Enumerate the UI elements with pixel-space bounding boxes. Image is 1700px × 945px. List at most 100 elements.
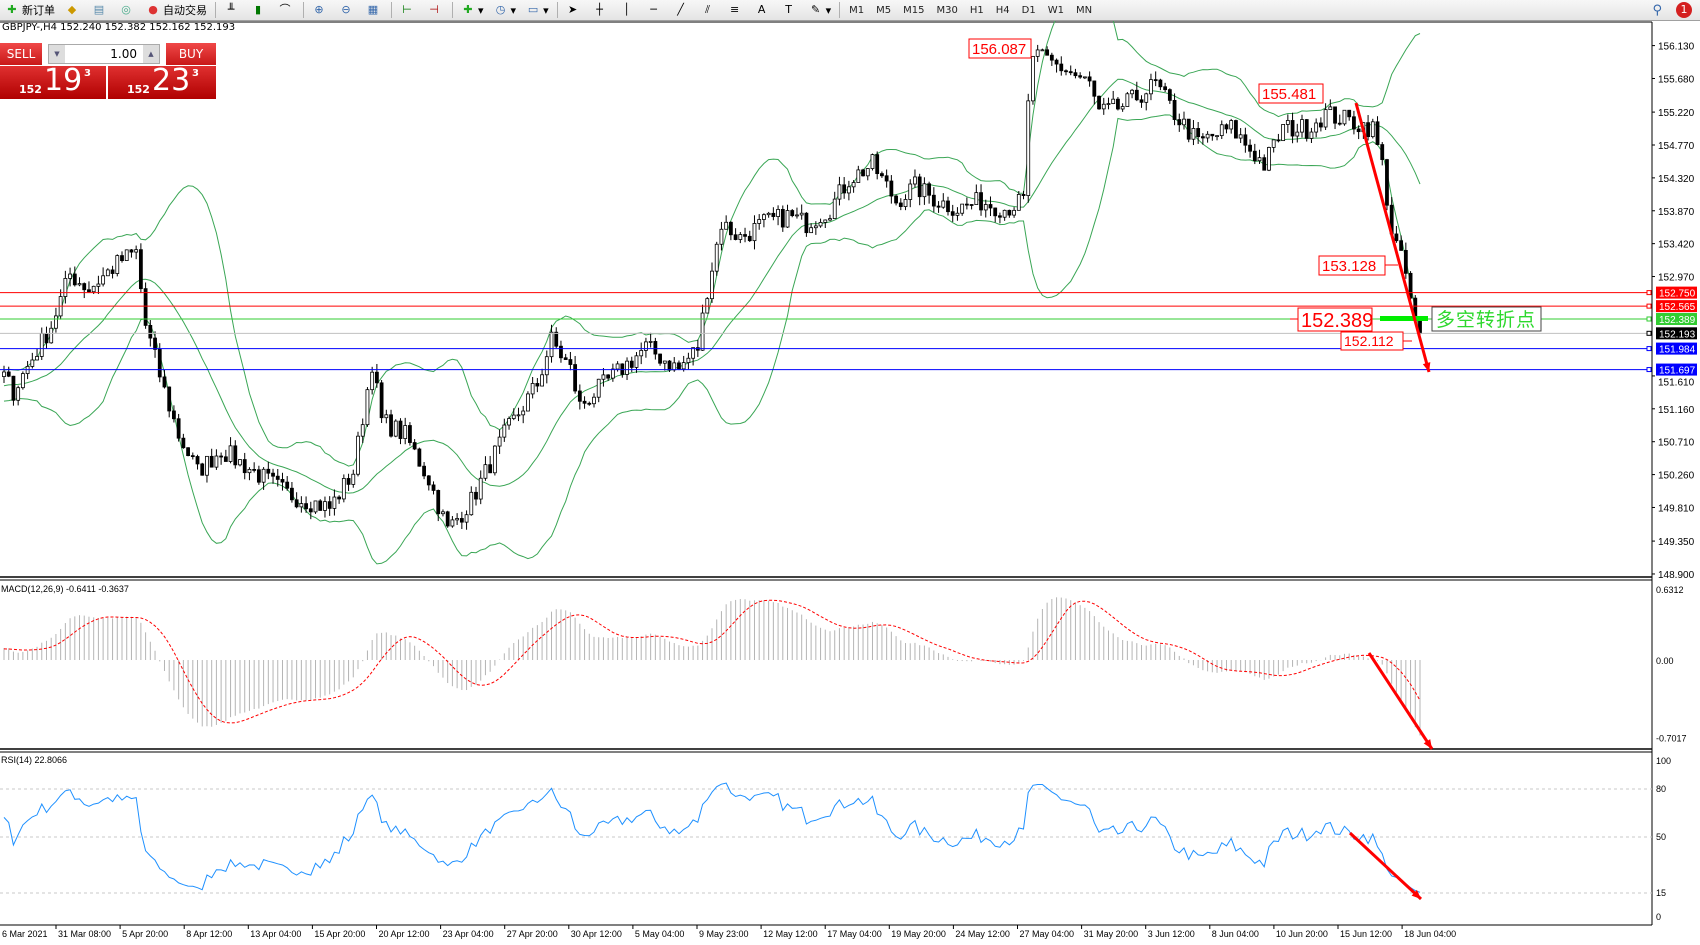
candle [157, 343, 162, 383]
candle-body [1219, 124, 1224, 137]
market-watch-button[interactable]: ◆ [60, 1, 87, 19]
candle-body [1262, 157, 1267, 171]
zoom-in-button[interactable]: ⊕ [307, 1, 334, 19]
candle-body [1191, 128, 1196, 140]
candle [1172, 93, 1177, 126]
zoom-out-button[interactable]: ⊖ [334, 1, 361, 19]
signals-button[interactable]: ◎ [114, 1, 141, 19]
vertical-line-button[interactable]: │ [615, 1, 642, 19]
new-order-button[interactable]: ✚ 新订单 [0, 1, 60, 19]
templates-button[interactable]: ▭ ▾ [527, 3, 549, 17]
candle-body [634, 355, 639, 368]
candle [445, 510, 450, 528]
crosshair-button[interactable]: ┼ [588, 1, 615, 19]
timeframe-h1[interactable]: H1 [969, 4, 984, 16]
candle-body [374, 371, 379, 384]
candle [431, 481, 436, 495]
timeframe-m1[interactable]: M1 [849, 4, 865, 16]
candle-body [49, 327, 54, 344]
candle-body [323, 501, 327, 511]
data-window-button[interactable]: ▤ [87, 1, 114, 19]
candle [271, 468, 275, 484]
candle-body [1205, 133, 1210, 139]
fibonacci-button[interactable]: ≡ [723, 1, 750, 19]
candle-body [422, 465, 426, 477]
timeframe-d1[interactable]: D1 [1021, 4, 1036, 16]
timeframe-mn[interactable]: MN [1075, 4, 1093, 16]
indicators-button[interactable]: ✚ ▾ [456, 1, 489, 19]
chart-shift-button[interactable]: ⊢ [395, 1, 422, 19]
search-icon[interactable]: ⚲ [1652, 2, 1662, 18]
timeframe-w1[interactable]: W1 [1047, 4, 1064, 16]
trendline-button[interactable]: ╱ [669, 1, 696, 19]
auto-trading-button[interactable]: ● 自动交易 [141, 1, 212, 19]
line-handle [1646, 346, 1652, 352]
candle-body [370, 371, 375, 391]
candle-body [1323, 109, 1328, 128]
autoscroll-button[interactable]: ⊣ [422, 1, 449, 19]
candle-body [138, 249, 143, 290]
candle [969, 204, 974, 210]
candle-body [1144, 93, 1149, 103]
chart-area[interactable]: 152.750 152.565 152.389 152.193 151.984 151.6… [0, 21, 1700, 945]
candle-body [1172, 99, 1177, 120]
timeframe-m15[interactable]: M15 [903, 4, 925, 16]
candle [573, 355, 578, 394]
lot-size-input[interactable]: ▼ 1.00 ▲ [48, 44, 160, 64]
candle-body [365, 389, 370, 426]
timeframe-m30[interactable]: M30 [936, 4, 958, 16]
timeframe-m5[interactable]: M5 [876, 4, 892, 16]
periods-button[interactable]: ◷ ▾ [489, 1, 522, 19]
candle-body [1082, 76, 1087, 79]
candle-body [1134, 89, 1139, 101]
candle-body [903, 199, 908, 207]
macd-signal-line [3, 599, 1421, 724]
lot-value[interactable]: 1.00 [110, 47, 137, 61]
date-label: 8 Apr 12:00 [186, 929, 232, 939]
text-button[interactable]: A [750, 1, 777, 19]
candle-body [1106, 103, 1111, 105]
candle-body [346, 478, 351, 485]
sell-button[interactable]: SELL [0, 43, 42, 65]
candle [1158, 78, 1163, 91]
candle [1243, 127, 1248, 153]
lot-increase-icon[interactable]: ▲ [143, 45, 159, 63]
candle-body [662, 360, 667, 364]
price-tick-label: 148.900 [1658, 570, 1695, 581]
text-label-button[interactable]: T [777, 1, 804, 19]
candle [795, 207, 799, 219]
candle [544, 350, 549, 384]
candle-body [308, 508, 313, 513]
cursor-button[interactable]: ➤ [561, 1, 588, 19]
lot-decrease-icon[interactable]: ▼ [49, 45, 65, 63]
candle [87, 281, 91, 293]
buy-button[interactable]: BUY [166, 43, 216, 65]
candle [785, 204, 790, 228]
candle [1262, 154, 1267, 171]
separator [303, 2, 304, 18]
candle [200, 462, 205, 476]
tile-windows-button[interactable]: ▦ [361, 1, 388, 19]
candle [776, 205, 780, 226]
candle [1234, 119, 1238, 139]
candle [950, 204, 955, 222]
candle [903, 194, 908, 211]
horizontal-line-button[interactable]: ─ [642, 1, 669, 19]
bar-chart-button[interactable]: ╨ [219, 1, 246, 19]
candle [813, 221, 818, 235]
equidistant-channel-icon: ⫽ [705, 3, 711, 16]
equidistant-channel-button[interactable]: ⫽ [696, 1, 723, 19]
timeframe-h4[interactable]: H4 [995, 4, 1010, 16]
arrows-button[interactable]: ✎ ▾ [804, 1, 837, 19]
candle-body [233, 445, 238, 466]
candle [120, 251, 124, 263]
candle-body [1309, 131, 1314, 139]
notification-badge[interactable]: 1 [1676, 2, 1692, 18]
sell-price[interactable]: 152 19 3 [0, 63, 106, 99]
buy-price[interactable]: 152 23 3 [108, 63, 216, 99]
line-chart-button[interactable]: ⌒ [273, 1, 300, 19]
annotation-high: 156.087 [972, 41, 1026, 58]
candle-body [606, 374, 611, 379]
candlestick-button[interactable]: ▮ [246, 1, 273, 19]
candle-body [318, 500, 323, 511]
